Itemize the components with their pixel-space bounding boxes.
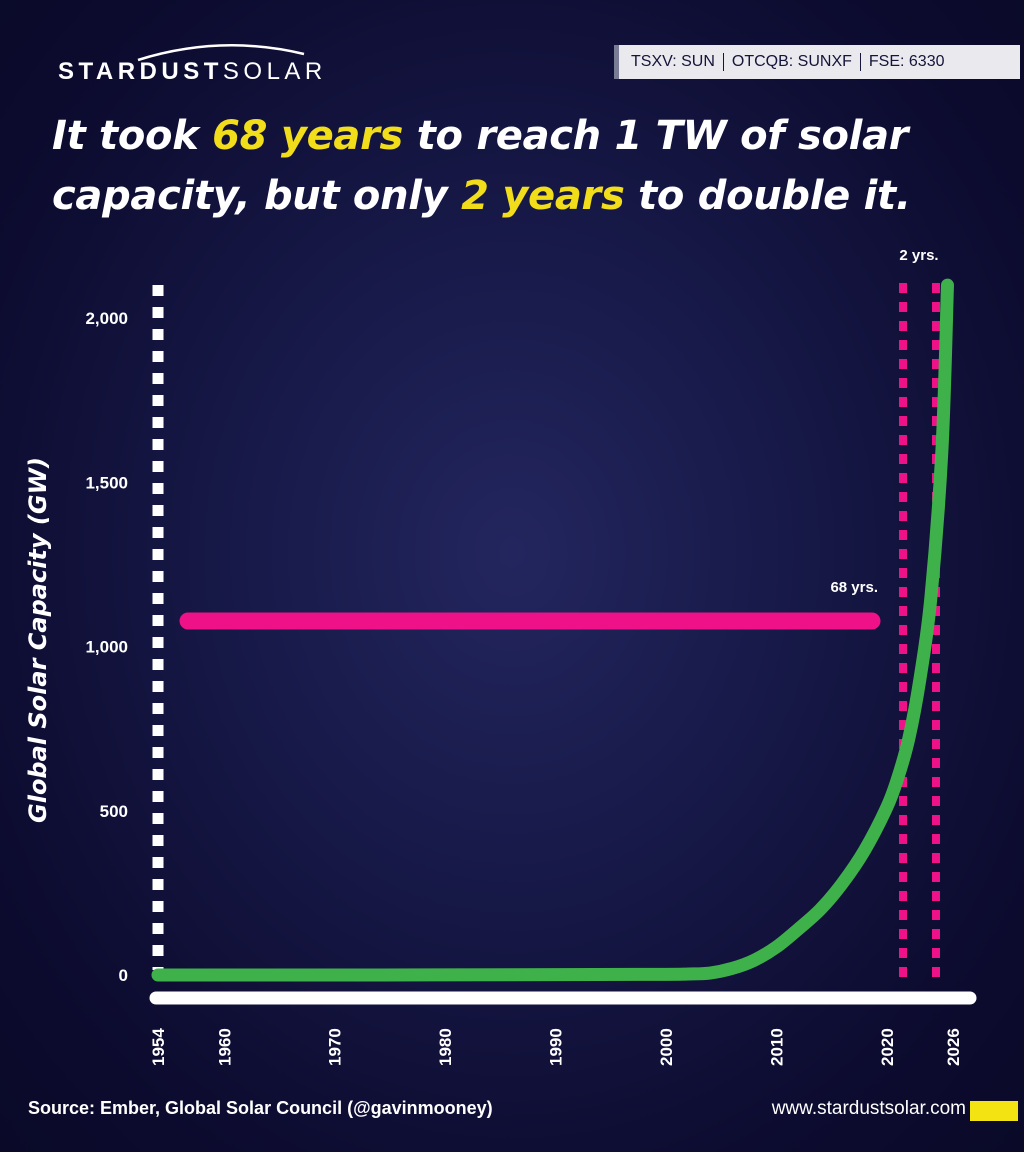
sixty-eight-years-label: 68 yrs. [830, 579, 878, 596]
headline-part-3: to double it. [624, 173, 911, 219]
y-tick-label: 500 [100, 802, 128, 821]
headline-highlight-68-years: 68 years [212, 113, 404, 159]
ticker-fse: FSE: 6330 [868, 53, 945, 70]
ticker-otcqb: OTCQB: SUNXF [731, 53, 852, 70]
x-tick-label: 2000 [657, 1028, 676, 1066]
logo-wordmark: STARDUSTSOLAR [58, 58, 327, 86]
stardust-solar-logo: STARDUSTSOLAR [58, 40, 378, 90]
x-tick-label: 2026 [944, 1028, 963, 1066]
x-tick-label: 1980 [436, 1028, 455, 1066]
two-years-label: 2 yrs. [899, 247, 938, 264]
logo-arc-icon [137, 44, 305, 62]
accent-bar [970, 1101, 1018, 1121]
website-link[interactable]: www.stardustsolar.com [771, 1098, 966, 1119]
ticker-badge: TSXV: SUN OTCQB: SUNXF FSE: 6330 [614, 45, 1020, 79]
headline-part-2: to reach 1 TW of solar capacity, but onl… [52, 113, 909, 219]
ticker-separator [859, 53, 861, 71]
source-credit: Source: Ember, Global Solar Council (@ga… [28, 1098, 493, 1118]
x-tick-label: 2010 [767, 1028, 786, 1066]
y-tick-label: 1,000 [85, 638, 128, 657]
y-tick-label: 0 [119, 966, 128, 985]
x-tick-label: 1960 [215, 1028, 234, 1066]
ticker-separator [722, 53, 724, 71]
y-tick-label: 1,500 [85, 473, 128, 492]
headline-highlight-2-years: 2 years [461, 173, 625, 219]
solar-capacity-curve [151, 278, 954, 982]
x-tick-label: 1970 [326, 1028, 345, 1066]
x-tick-label: 1990 [547, 1028, 566, 1066]
y-tick-label: 2,000 [85, 309, 128, 328]
y-axis-title: Global Solar Capacity (GW) [24, 457, 52, 823]
ticker-tsxv: TSXV: SUN [631, 53, 715, 70]
x-tick-label: 2020 [878, 1028, 897, 1066]
page-title: It took 68 years to reach 1 TW of solar … [52, 106, 1012, 226]
x-tick-label: 1954 [149, 1028, 168, 1066]
headline-part-1: It took [52, 113, 213, 159]
logo-light-text: SOLAR [222, 58, 327, 85]
logo-bold-text: STARDUST [58, 58, 223, 85]
